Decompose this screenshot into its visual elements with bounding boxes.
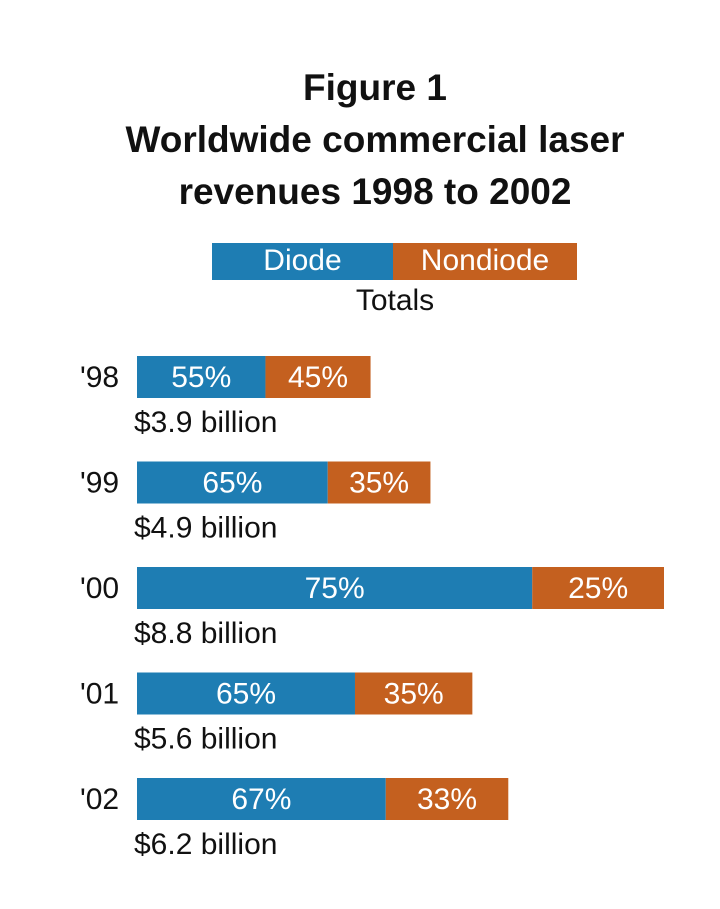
bar-segment <box>385 778 509 820</box>
legend-swatch <box>212 243 393 280</box>
category-label: '00 <box>80 572 119 605</box>
titles: Figure 1 Worldwide commercial laser reve… <box>60 62 690 218</box>
total-label: $4.9 billion <box>134 511 277 544</box>
category-label: '01 <box>80 677 119 710</box>
category-label: '02 <box>80 783 119 816</box>
bar-segment <box>354 672 473 715</box>
bar-segment <box>137 567 533 609</box>
value-label: 35% <box>384 677 444 710</box>
bar-segment <box>137 672 355 715</box>
value-label: 45% <box>288 361 348 394</box>
value-label: 35% <box>349 466 409 499</box>
total-label: $5.6 billion <box>134 722 277 755</box>
total-label: $3.9 billion <box>134 406 277 439</box>
value-label: 33% <box>417 783 477 816</box>
bar-segment <box>137 356 266 398</box>
bar-segment <box>532 567 664 609</box>
legend-label: Diode <box>263 244 341 277</box>
legend-swatch <box>393 243 577 280</box>
category-label: '98 <box>80 361 119 394</box>
total-label: $6.2 billion <box>134 828 277 861</box>
value-label: 75% <box>305 572 365 605</box>
chart-title: Figure 1 <box>303 67 447 108</box>
totals-label: Totals <box>356 284 434 317</box>
value-label: 65% <box>202 466 262 499</box>
bar-segment <box>137 778 386 820</box>
total-label: $8.8 billion <box>134 617 277 650</box>
legend-label: Nondiode <box>421 244 549 277</box>
bar-segment <box>327 461 431 504</box>
value-label: 55% <box>171 361 231 394</box>
bar-segment <box>137 461 328 504</box>
chart-subtitle: Worldwide commercial laser revenues 1998… <box>125 119 625 212</box>
value-label: 67% <box>231 783 291 816</box>
value-label: 65% <box>216 677 276 710</box>
bar-segment <box>265 356 371 398</box>
category-label: '99 <box>80 466 119 499</box>
value-label: 25% <box>568 572 628 605</box>
